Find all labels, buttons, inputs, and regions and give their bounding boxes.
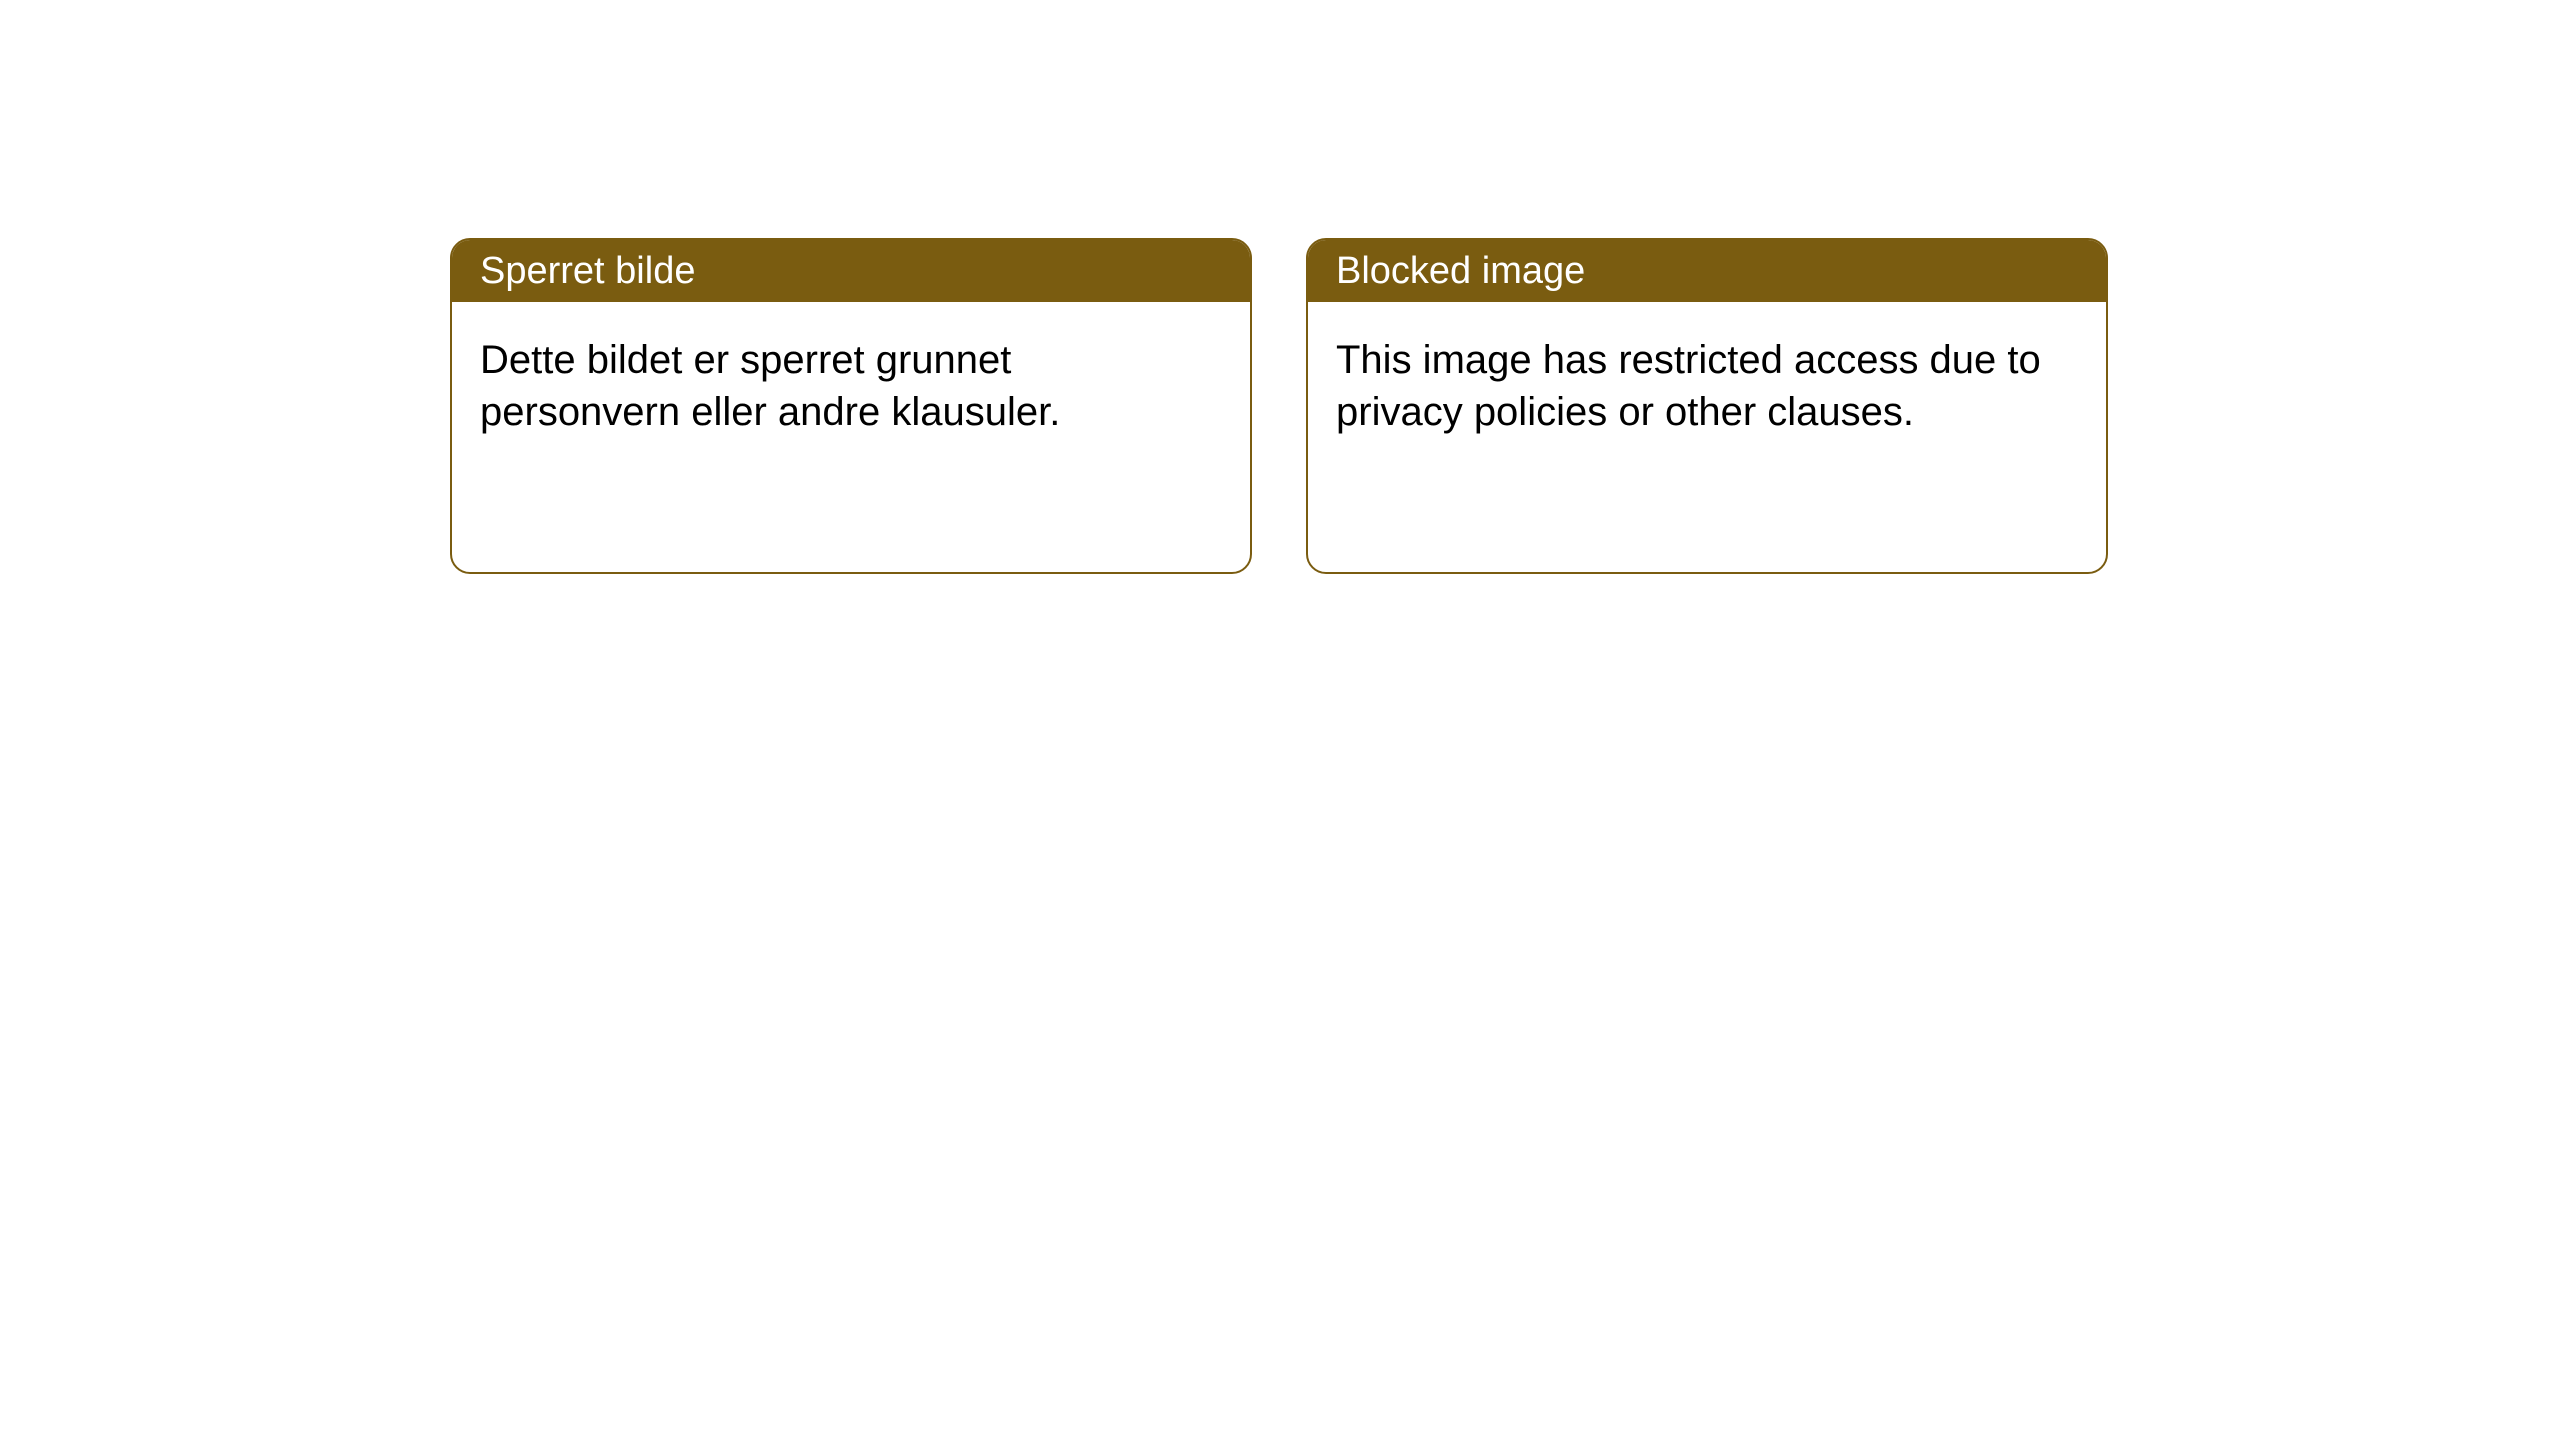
blocked-image-card-en: Blocked image This image has restricted … bbox=[1306, 238, 2108, 574]
card-header: Blocked image bbox=[1308, 240, 2106, 302]
card-header: Sperret bilde bbox=[452, 240, 1250, 302]
card-title: Blocked image bbox=[1336, 250, 1585, 293]
card-body-text: This image has restricted access due to … bbox=[1336, 338, 2041, 434]
card-body: This image has restricted access due to … bbox=[1308, 302, 2106, 470]
card-container: Sperret bilde Dette bildet er sperret gr… bbox=[0, 0, 2560, 574]
card-body: Dette bildet er sperret grunnet personve… bbox=[452, 302, 1250, 470]
card-title: Sperret bilde bbox=[480, 250, 695, 293]
blocked-image-card-no: Sperret bilde Dette bildet er sperret gr… bbox=[450, 238, 1252, 574]
card-body-text: Dette bildet er sperret grunnet personve… bbox=[480, 338, 1060, 434]
